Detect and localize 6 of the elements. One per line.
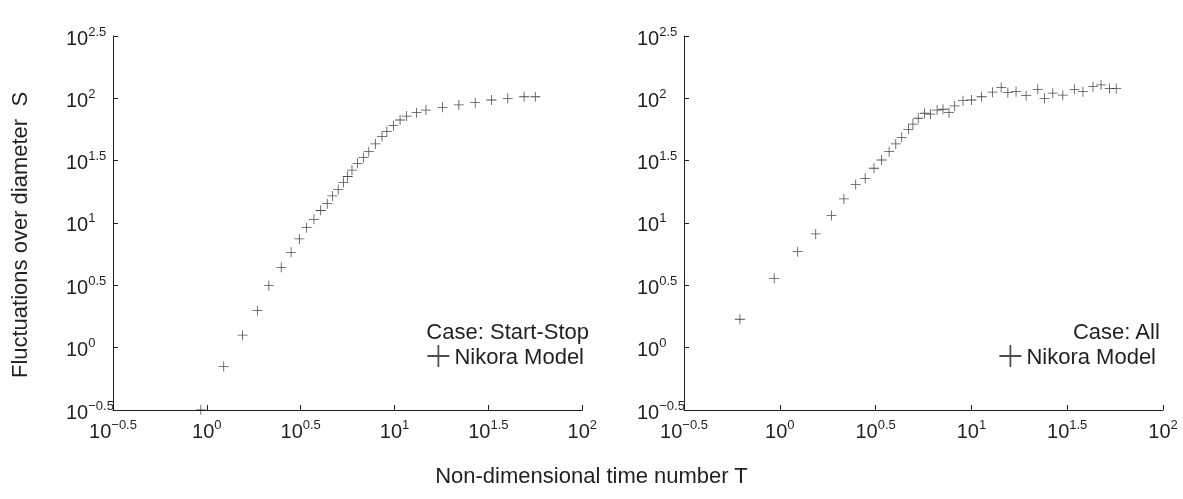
legend-label: Nikora Model (1026, 343, 1156, 369)
legend-title: Case: Start-Stop (426, 318, 590, 344)
x-axis-title: Non-dimensional time number T (434, 463, 749, 489)
legend-title: Case: All (1072, 318, 1160, 344)
legend-label: Nikora Model (454, 343, 584, 369)
y-axis-title: Fluctuations over diameter S (6, 91, 32, 379)
